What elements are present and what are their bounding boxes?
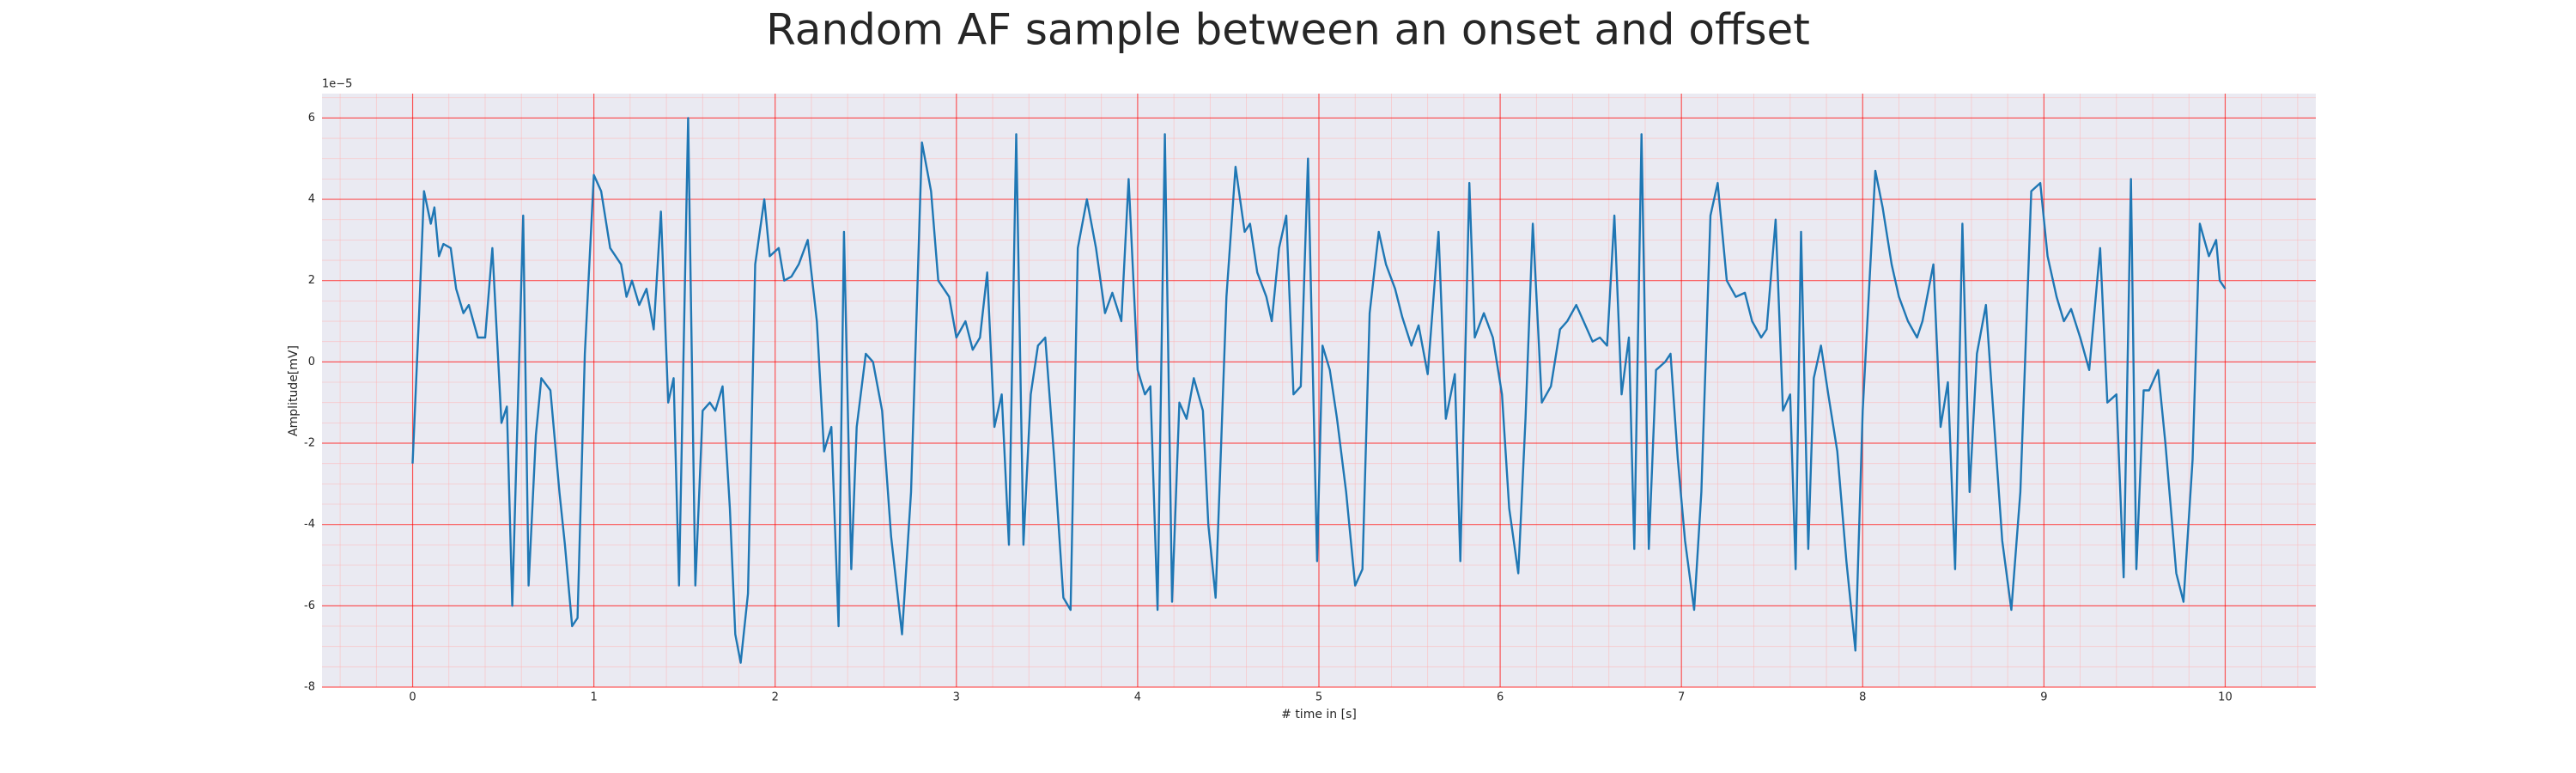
x-tick-label: 4 xyxy=(1134,691,1141,704)
y-tick-label: 4 xyxy=(308,193,315,206)
x-tick-label: 10 xyxy=(2218,691,2233,704)
x-axis-label: # time in [s] xyxy=(1281,708,1357,721)
y-offset-label: 1e−5 xyxy=(322,78,352,91)
y-tick-label: -6 xyxy=(304,600,315,612)
x-tick-label: 9 xyxy=(2040,691,2047,704)
x-tick-label: 6 xyxy=(1497,691,1504,704)
x-tick-label: 7 xyxy=(1678,691,1685,704)
x-tick-label: 8 xyxy=(1859,691,1866,704)
y-tick-label: -4 xyxy=(304,518,315,531)
signal-line xyxy=(411,117,2227,664)
x-tick-label: 0 xyxy=(409,691,416,704)
chart-title: Random AF sample between an onset and of… xyxy=(766,5,1810,55)
y-axis-label: Amplitude[mV] xyxy=(287,345,301,436)
x-tick-label: 5 xyxy=(1315,691,1322,704)
x-tick-label: 3 xyxy=(953,691,960,704)
y-tick-label: 0 xyxy=(308,356,315,368)
x-tick-label: 1 xyxy=(590,691,597,704)
y-tick-label: 2 xyxy=(308,274,315,287)
x-tick-label: 2 xyxy=(772,691,779,704)
y-tick-label: -8 xyxy=(304,681,315,694)
y-tick-label: 6 xyxy=(308,112,315,125)
y-tick-label: -2 xyxy=(304,437,315,450)
